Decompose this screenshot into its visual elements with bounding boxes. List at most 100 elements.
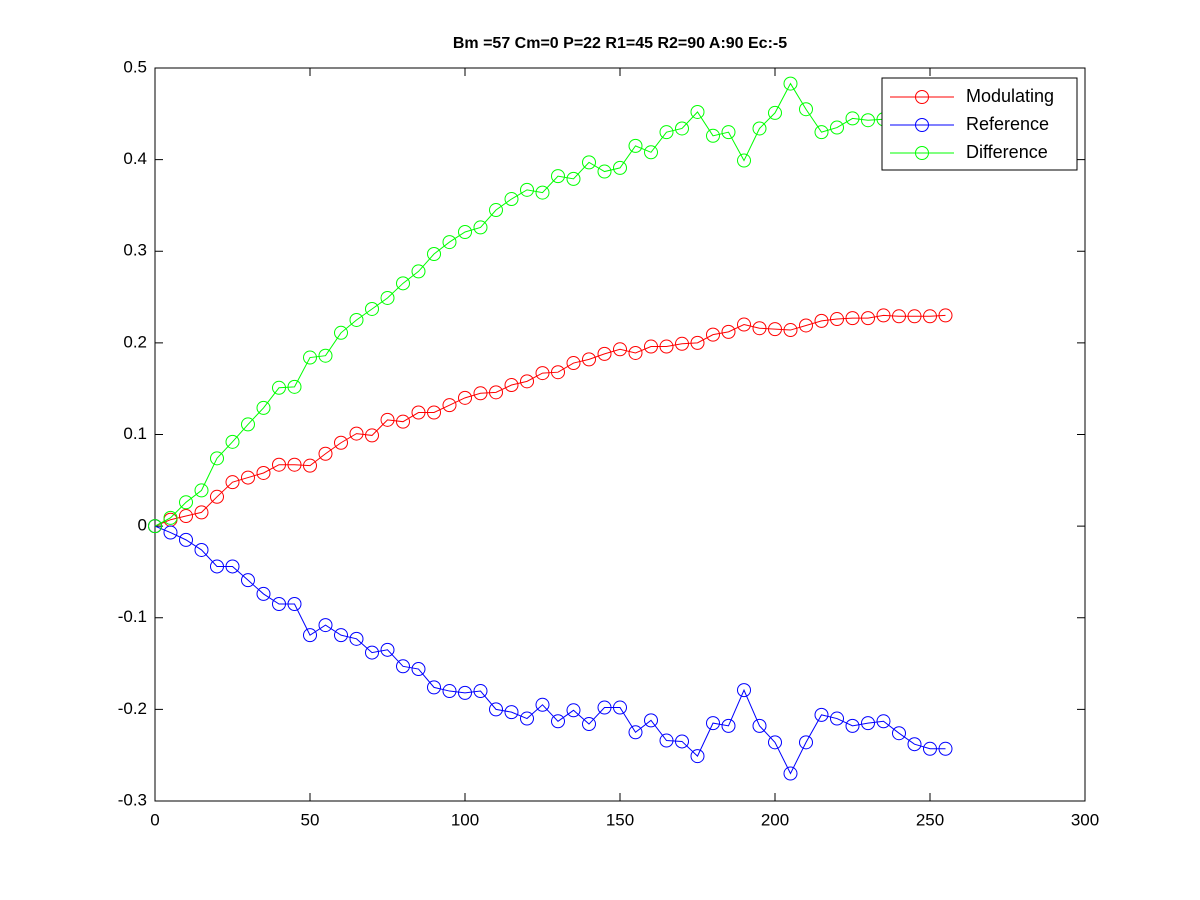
- data-point: [489, 385, 503, 400]
- data-point: [241, 470, 255, 485]
- data-point: [272, 457, 286, 472]
- data-point: [675, 336, 689, 351]
- data-point: [737, 683, 751, 698]
- data-point: [163, 510, 178, 525]
- data-point: [551, 169, 565, 184]
- data-point: [659, 125, 674, 140]
- data-point: [892, 309, 906, 324]
- data-point: [613, 160, 627, 175]
- data-point: [318, 618, 333, 633]
- data-point: [303, 458, 317, 473]
- data-point: [210, 451, 224, 466]
- plot-frame: [154, 67, 1086, 802]
- data-point: [551, 714, 565, 729]
- data-point: [752, 321, 767, 336]
- data-point: [752, 718, 767, 733]
- y-tick-label: -0.1: [118, 607, 147, 626]
- data-point: [179, 509, 193, 524]
- series-line: [154, 314, 946, 527]
- data-point: [814, 313, 829, 328]
- data-point: [783, 76, 798, 91]
- data-point: [272, 380, 286, 395]
- data-point: [442, 684, 457, 699]
- x-tick-label: 150: [606, 810, 634, 829]
- data-point: [411, 662, 426, 677]
- data-point: [752, 121, 767, 136]
- data-point: [349, 312, 364, 327]
- data-point: [473, 220, 488, 235]
- data-point: [690, 104, 705, 119]
- x-tick-label: 200: [761, 810, 789, 829]
- x-tick-label: 250: [916, 810, 944, 829]
- data-point: [690, 335, 705, 350]
- data-point: [504, 378, 519, 393]
- data-point: [489, 203, 503, 218]
- data-point: [628, 345, 643, 360]
- data-point: [892, 726, 906, 741]
- data-point: [318, 446, 333, 461]
- data-point: [256, 586, 271, 601]
- data-point: [675, 734, 689, 749]
- data-point: [566, 356, 581, 371]
- data-point: [845, 311, 860, 326]
- data-point: [737, 153, 751, 168]
- y-tick-label: -0.3: [118, 790, 147, 809]
- data-point: [799, 318, 813, 333]
- data-point: [256, 400, 271, 415]
- data-point: [613, 342, 627, 357]
- data-point: [690, 749, 705, 764]
- data-point: [566, 703, 581, 718]
- data-point: [287, 457, 302, 472]
- x-tick-label: 0: [150, 810, 159, 829]
- data-point: [876, 714, 891, 729]
- data-point: [458, 685, 472, 700]
- data-point: [365, 301, 379, 316]
- data-point: [520, 711, 534, 726]
- data-point: [628, 725, 643, 740]
- data-point: [861, 311, 875, 326]
- data-point: [861, 716, 875, 731]
- data-point: [597, 700, 612, 715]
- data-point: [334, 325, 348, 340]
- data-point: [225, 434, 240, 449]
- data-point: [179, 532, 193, 547]
- y-tick-label: 0.1: [123, 424, 147, 443]
- data-point: [799, 102, 813, 117]
- data-point: [597, 346, 612, 361]
- data-point: [814, 707, 829, 722]
- data-point: [334, 628, 348, 643]
- data-point: [411, 264, 426, 279]
- data-point: [923, 741, 937, 756]
- data-point: [613, 700, 627, 715]
- legend-marker: [915, 118, 929, 132]
- data-point: [783, 766, 798, 781]
- data-point: [396, 414, 410, 429]
- data-point: [923, 309, 937, 324]
- data-point: [799, 735, 813, 750]
- data-point: [861, 113, 875, 128]
- data-point: [628, 138, 643, 153]
- legend-label: Difference: [966, 142, 1048, 162]
- data-point: [768, 105, 782, 120]
- data-point: [644, 713, 658, 728]
- data-point: [194, 505, 209, 520]
- data-point: [830, 120, 844, 135]
- series-line: [154, 525, 946, 775]
- data-point: [210, 489, 224, 504]
- legend-marker: [915, 90, 929, 104]
- data-point: [272, 597, 286, 612]
- data-point: [473, 386, 488, 401]
- data-point: [303, 350, 317, 365]
- data-point: [241, 573, 255, 588]
- data-point: [659, 339, 674, 354]
- y-tick-label: 0.4: [123, 149, 147, 168]
- data-point: [814, 125, 829, 140]
- data-point: [582, 155, 596, 170]
- data-point: [458, 390, 472, 405]
- data-point: [318, 348, 333, 363]
- data-point: [644, 339, 658, 354]
- data-point: [427, 680, 441, 695]
- legend-marker: [915, 146, 929, 160]
- data-point: [675, 121, 689, 136]
